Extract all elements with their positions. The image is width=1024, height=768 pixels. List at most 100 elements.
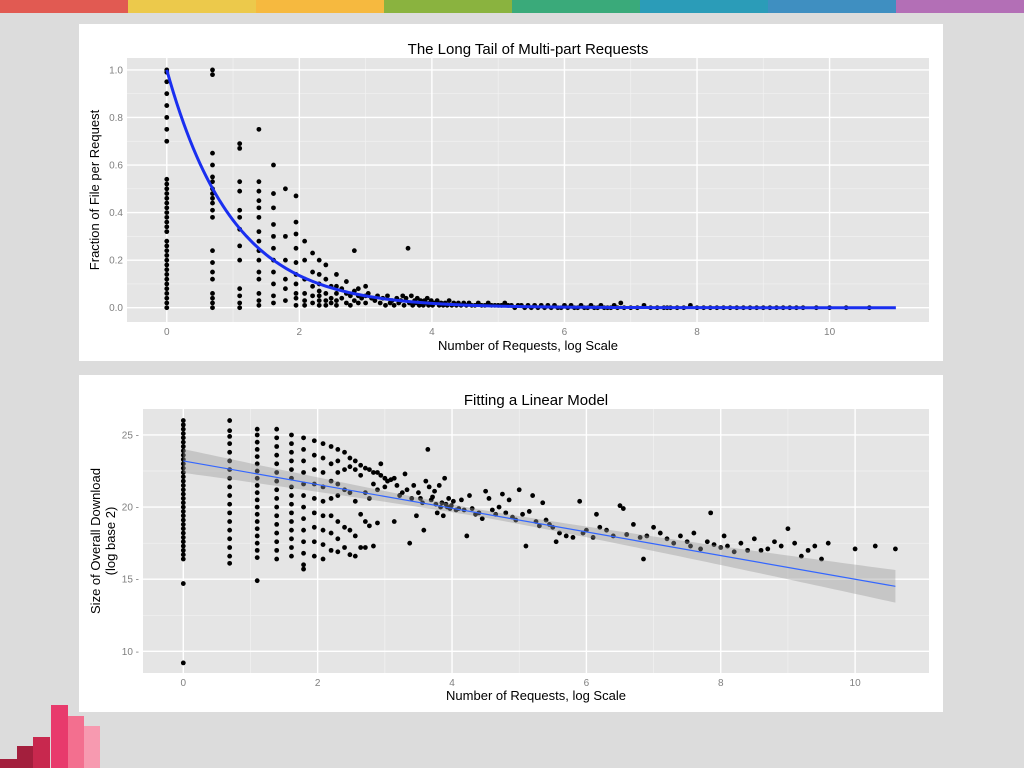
data-point xyxy=(778,543,784,549)
data-point xyxy=(283,233,288,239)
data-point xyxy=(323,291,329,296)
x-tick-label: 10 xyxy=(824,327,836,338)
chart-title: The Long Tail of Multi-part Requests xyxy=(408,41,649,58)
data-point xyxy=(618,300,624,306)
data-point xyxy=(210,276,215,282)
data-point xyxy=(227,536,233,542)
data-point xyxy=(812,543,818,549)
data-point xyxy=(180,517,186,523)
data-point xyxy=(289,432,294,438)
data-point xyxy=(256,188,262,194)
data-point xyxy=(442,475,448,481)
data-point xyxy=(469,506,475,511)
data-point xyxy=(363,283,369,289)
corner-bar xyxy=(0,759,17,768)
data-point xyxy=(271,300,276,306)
data-point xyxy=(180,426,186,432)
data-point xyxy=(210,207,215,213)
data-point xyxy=(180,491,186,497)
data-point xyxy=(352,498,358,504)
data-point xyxy=(180,418,186,423)
data-point xyxy=(785,526,791,532)
data-point xyxy=(274,487,280,493)
data-point xyxy=(671,540,677,546)
data-point xyxy=(301,458,306,464)
data-point xyxy=(540,500,546,506)
data-point xyxy=(446,496,452,501)
stripe-segment xyxy=(512,0,640,13)
data-point xyxy=(289,510,294,516)
top-color-stripe xyxy=(0,0,1024,13)
data-point xyxy=(164,238,170,244)
data-point xyxy=(320,513,326,519)
data-point xyxy=(289,449,294,455)
data-point xyxy=(347,302,353,308)
data-point xyxy=(765,546,771,552)
data-point xyxy=(893,546,898,552)
data-point xyxy=(301,470,306,475)
data-point xyxy=(347,552,353,558)
data-point xyxy=(358,511,364,517)
data-point xyxy=(405,245,411,251)
x-tick-label: 4 xyxy=(429,327,435,338)
data-point xyxy=(523,543,529,549)
chart-panel-linear-model: Fitting a Linear Model 0 2 4 6 8 10 10 - 15 - 20 … xyxy=(79,375,943,712)
data-point xyxy=(227,458,233,464)
data-point xyxy=(293,302,299,308)
data-point xyxy=(210,179,215,185)
data-point xyxy=(391,475,397,481)
x-tick-label: 0 xyxy=(181,678,187,689)
data-point xyxy=(227,510,233,516)
data-point xyxy=(335,446,341,452)
data-point xyxy=(164,276,170,282)
data-point xyxy=(486,496,492,501)
data-point xyxy=(256,276,262,282)
data-point xyxy=(227,418,233,423)
data-point xyxy=(274,444,280,449)
data-point xyxy=(256,298,262,303)
data-point xyxy=(479,516,485,522)
data-point xyxy=(731,549,737,555)
data-point xyxy=(293,245,299,251)
data-point xyxy=(210,260,215,265)
data-point xyxy=(164,291,170,296)
data-point xyxy=(254,432,260,438)
data-point xyxy=(289,536,294,542)
data-point xyxy=(237,300,243,306)
data-point xyxy=(358,472,364,478)
fit-line xyxy=(183,460,896,587)
data-point xyxy=(738,540,744,546)
data-point xyxy=(256,291,262,296)
data-point xyxy=(391,302,397,308)
data-point xyxy=(180,444,186,449)
data-point xyxy=(352,458,358,464)
data-point xyxy=(440,513,446,519)
data-point xyxy=(271,205,276,211)
data-point xyxy=(256,238,262,244)
data-point xyxy=(467,493,472,498)
data-point xyxy=(394,483,400,488)
data-point xyxy=(371,481,376,487)
data-point xyxy=(385,293,390,299)
corner-bar xyxy=(68,716,84,768)
data-point xyxy=(383,302,388,308)
data-point xyxy=(335,481,341,487)
data-point xyxy=(164,210,170,215)
data-point xyxy=(180,474,186,480)
data-point xyxy=(164,79,170,85)
stripe-segment xyxy=(128,0,256,13)
corner-bar xyxy=(51,705,68,768)
data-point xyxy=(210,214,215,220)
data-point xyxy=(254,468,260,474)
data-point xyxy=(271,269,276,275)
data-point xyxy=(256,205,262,211)
data-point xyxy=(352,533,358,539)
data-point xyxy=(283,276,288,282)
data-point xyxy=(401,302,407,308)
stripe-segment xyxy=(256,0,384,13)
x-tick-label: 2 xyxy=(315,678,321,689)
stripe-segment xyxy=(768,0,896,13)
data-point xyxy=(227,484,233,490)
data-point xyxy=(530,493,536,498)
corner-bar xyxy=(84,726,100,768)
